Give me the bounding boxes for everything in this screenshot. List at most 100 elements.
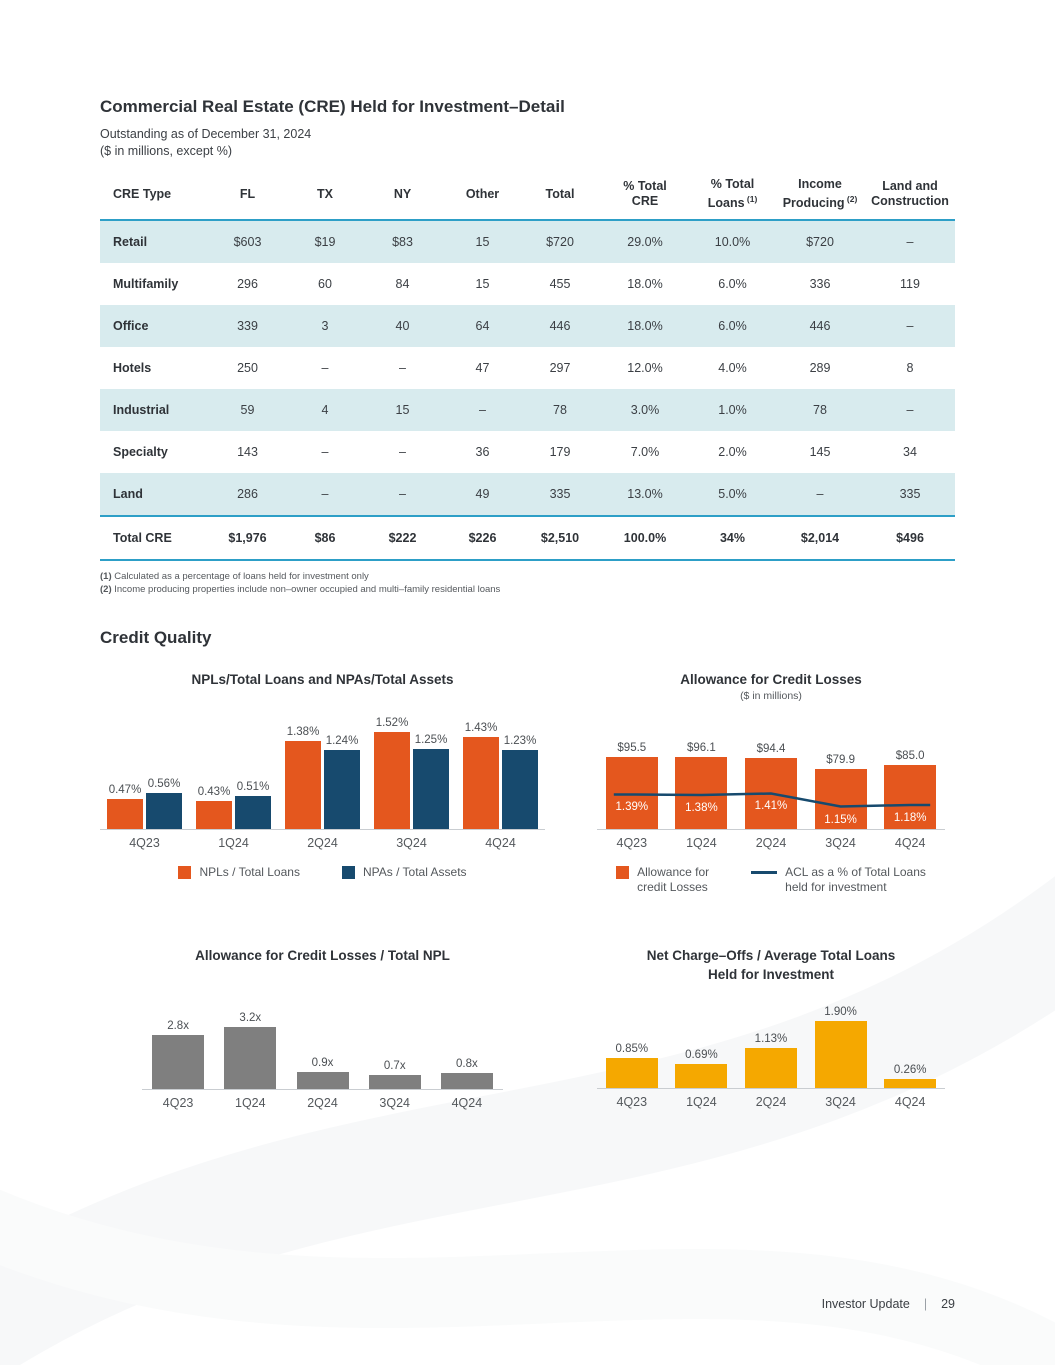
x-axis-label: 2Q24 (307, 836, 338, 850)
bar-column: 3.2x (224, 973, 277, 1089)
footnote: (2) Income producing properties include … (100, 584, 501, 596)
bar-value-label: 0.69% (685, 1049, 718, 1061)
line-value-label: 1.15% (824, 814, 857, 826)
x-axis-label: 1Q24 (218, 836, 249, 850)
cell: – (399, 361, 406, 376)
footnote-marker: (1) (100, 571, 112, 583)
column-header: % Total Loans (1) (690, 173, 775, 220)
legend-label: NPAs / Total Assets (362, 865, 467, 879)
table-row: Hotels 250 – – 47 297 12.0% 4.0% 289 8 (100, 347, 955, 389)
x-axis: 4Q23 1Q24 2Q24 3Q24 4Q24 (142, 1096, 503, 1110)
cell: 446 (809, 319, 831, 334)
cell: 455 (549, 277, 571, 292)
chart-subtitle: ($ in millions) (740, 690, 802, 702)
bar-column: 0.85% (605, 990, 658, 1088)
column-header: NY (360, 173, 445, 220)
legend-square-swatch (616, 866, 630, 879)
bar-column: 0.56% (146, 689, 182, 829)
x-axis-label: 2Q24 (755, 1095, 787, 1109)
cell: 297 (549, 361, 571, 376)
bar-value-label: $96.1 (687, 742, 716, 754)
column-header: % Total CRE (600, 173, 690, 220)
bar-group: 0.43% 0.51% (189, 689, 278, 829)
bar (224, 1027, 277, 1089)
cell: $2,014 (800, 531, 840, 546)
bar-column: 0.51% (235, 689, 271, 829)
cell: 13.0% (627, 487, 663, 502)
legend-square-swatch (178, 866, 192, 879)
column-header-label: % Total Loans (707, 177, 755, 211)
footnotes: (1) Calculated as a percentage of loans … (100, 570, 955, 596)
x-axis-label: 4Q23 (129, 836, 160, 850)
cell: $496 (896, 531, 924, 546)
table-header-row: CRE Type FL TX NY Other Total % Total CRE % Tot… (100, 173, 955, 221)
cell: $1,976 (228, 531, 267, 546)
legend-square-swatch (341, 866, 355, 879)
chart-title: NPLs/Total Loans and NPAs/Total Assets (191, 672, 454, 687)
x-axis-label: 2Q24 (307, 1096, 338, 1110)
cell: 336 (809, 277, 831, 292)
bar-column: 0.7x (368, 973, 421, 1089)
bar-group: 2.8x (142, 973, 214, 1089)
cell: – (906, 403, 914, 418)
cell: 446 (549, 319, 571, 334)
legend-item: NPAs / Total Assets (341, 865, 467, 880)
chart-title: Net Charge–Offs / Average Total Loans He… (646, 948, 896, 982)
x-axis-label: 1Q24 (235, 1096, 266, 1110)
cell: 10.0% (714, 235, 751, 250)
cell: $226 (468, 531, 497, 546)
bar-value-label: 1.24% (325, 735, 359, 747)
cell: 289 (809, 361, 831, 376)
bar-value-label: 1.43% (464, 722, 498, 734)
x-axis-label: 1Q24 (686, 836, 717, 850)
cell: $19 (314, 235, 336, 250)
x-axis: 4Q23 1Q24 2Q24 3Q24 4Q24 (100, 836, 545, 850)
footer-label: Investor Update (821, 1297, 910, 1311)
cell: 15 (475, 235, 490, 250)
bar (107, 799, 143, 829)
cell: 78 (553, 403, 567, 418)
x-axis-label: 1Q24 (686, 1095, 717, 1109)
bar-column: 1.13% (744, 990, 797, 1088)
bar-column: 1.23% (502, 689, 538, 829)
bar (502, 750, 538, 829)
legend: NPLs / Total Loans NPAs / Total Assets (100, 865, 545, 880)
cell: 339 (237, 319, 258, 334)
cell: 296 (237, 277, 258, 292)
bar (605, 1058, 658, 1088)
bar (285, 741, 321, 829)
table-row: Land 286 – – 49 335 13.0% 5.0% – 335 (100, 473, 955, 517)
bar-value-label: 1.38% (286, 726, 320, 738)
legend-item: Allowance for credit Losses (616, 865, 709, 895)
row-label: Retail (113, 235, 148, 250)
cell: 143 (237, 445, 258, 460)
cell: 250 (237, 361, 258, 376)
cell: 100.0% (623, 531, 667, 546)
bar-value-label: 1.25% (414, 734, 448, 746)
legend-label: NPLs / Total Loans (199, 865, 300, 879)
cell: $603 (233, 235, 262, 250)
bar-column: 0.26% (884, 990, 937, 1088)
plot-area: 0.47% 0.56% 0.43% 0.51% 1.38% 1.24% 1.52% 1.25%… (100, 689, 545, 850)
legend: Allowance for credit Losses ACL as a % of… (597, 865, 945, 895)
plot-area: $95.5 1.39% $96.1 1.38% $94.4 1.41% $79.9 1.15%… (597, 703, 945, 850)
column-header-label: Income Producing (782, 177, 845, 211)
bar (146, 793, 182, 829)
bar (235, 796, 271, 829)
legend-label: ACL as a % of Total Loans held for inves… (785, 865, 926, 894)
bar-value-label: 1.90% (824, 1006, 857, 1018)
column-header-label: % Total CRE (623, 179, 667, 209)
x-axis: 4Q23 1Q24 2Q24 3Q24 4Q24 (597, 836, 945, 850)
cell: 8 (906, 361, 914, 376)
x-axis-label: 4Q24 (485, 836, 516, 850)
bar-group: 0.8x (431, 973, 503, 1089)
plot-area: 2.8x 3.2x 0.9x 0.7x 0.8x 4Q23 1Q24 2Q24 3Q24 4Q24 (142, 973, 503, 1110)
bar-group: $95.5 1.39% (597, 703, 667, 829)
bar (463, 737, 499, 829)
cell: 59 (240, 403, 255, 418)
bar-value-label: 0.51% (236, 781, 270, 793)
bar-value-label: 0.7x (383, 1060, 406, 1072)
cell: $83 (392, 235, 413, 250)
legend-label: Allowance for credit Losses (637, 865, 710, 894)
